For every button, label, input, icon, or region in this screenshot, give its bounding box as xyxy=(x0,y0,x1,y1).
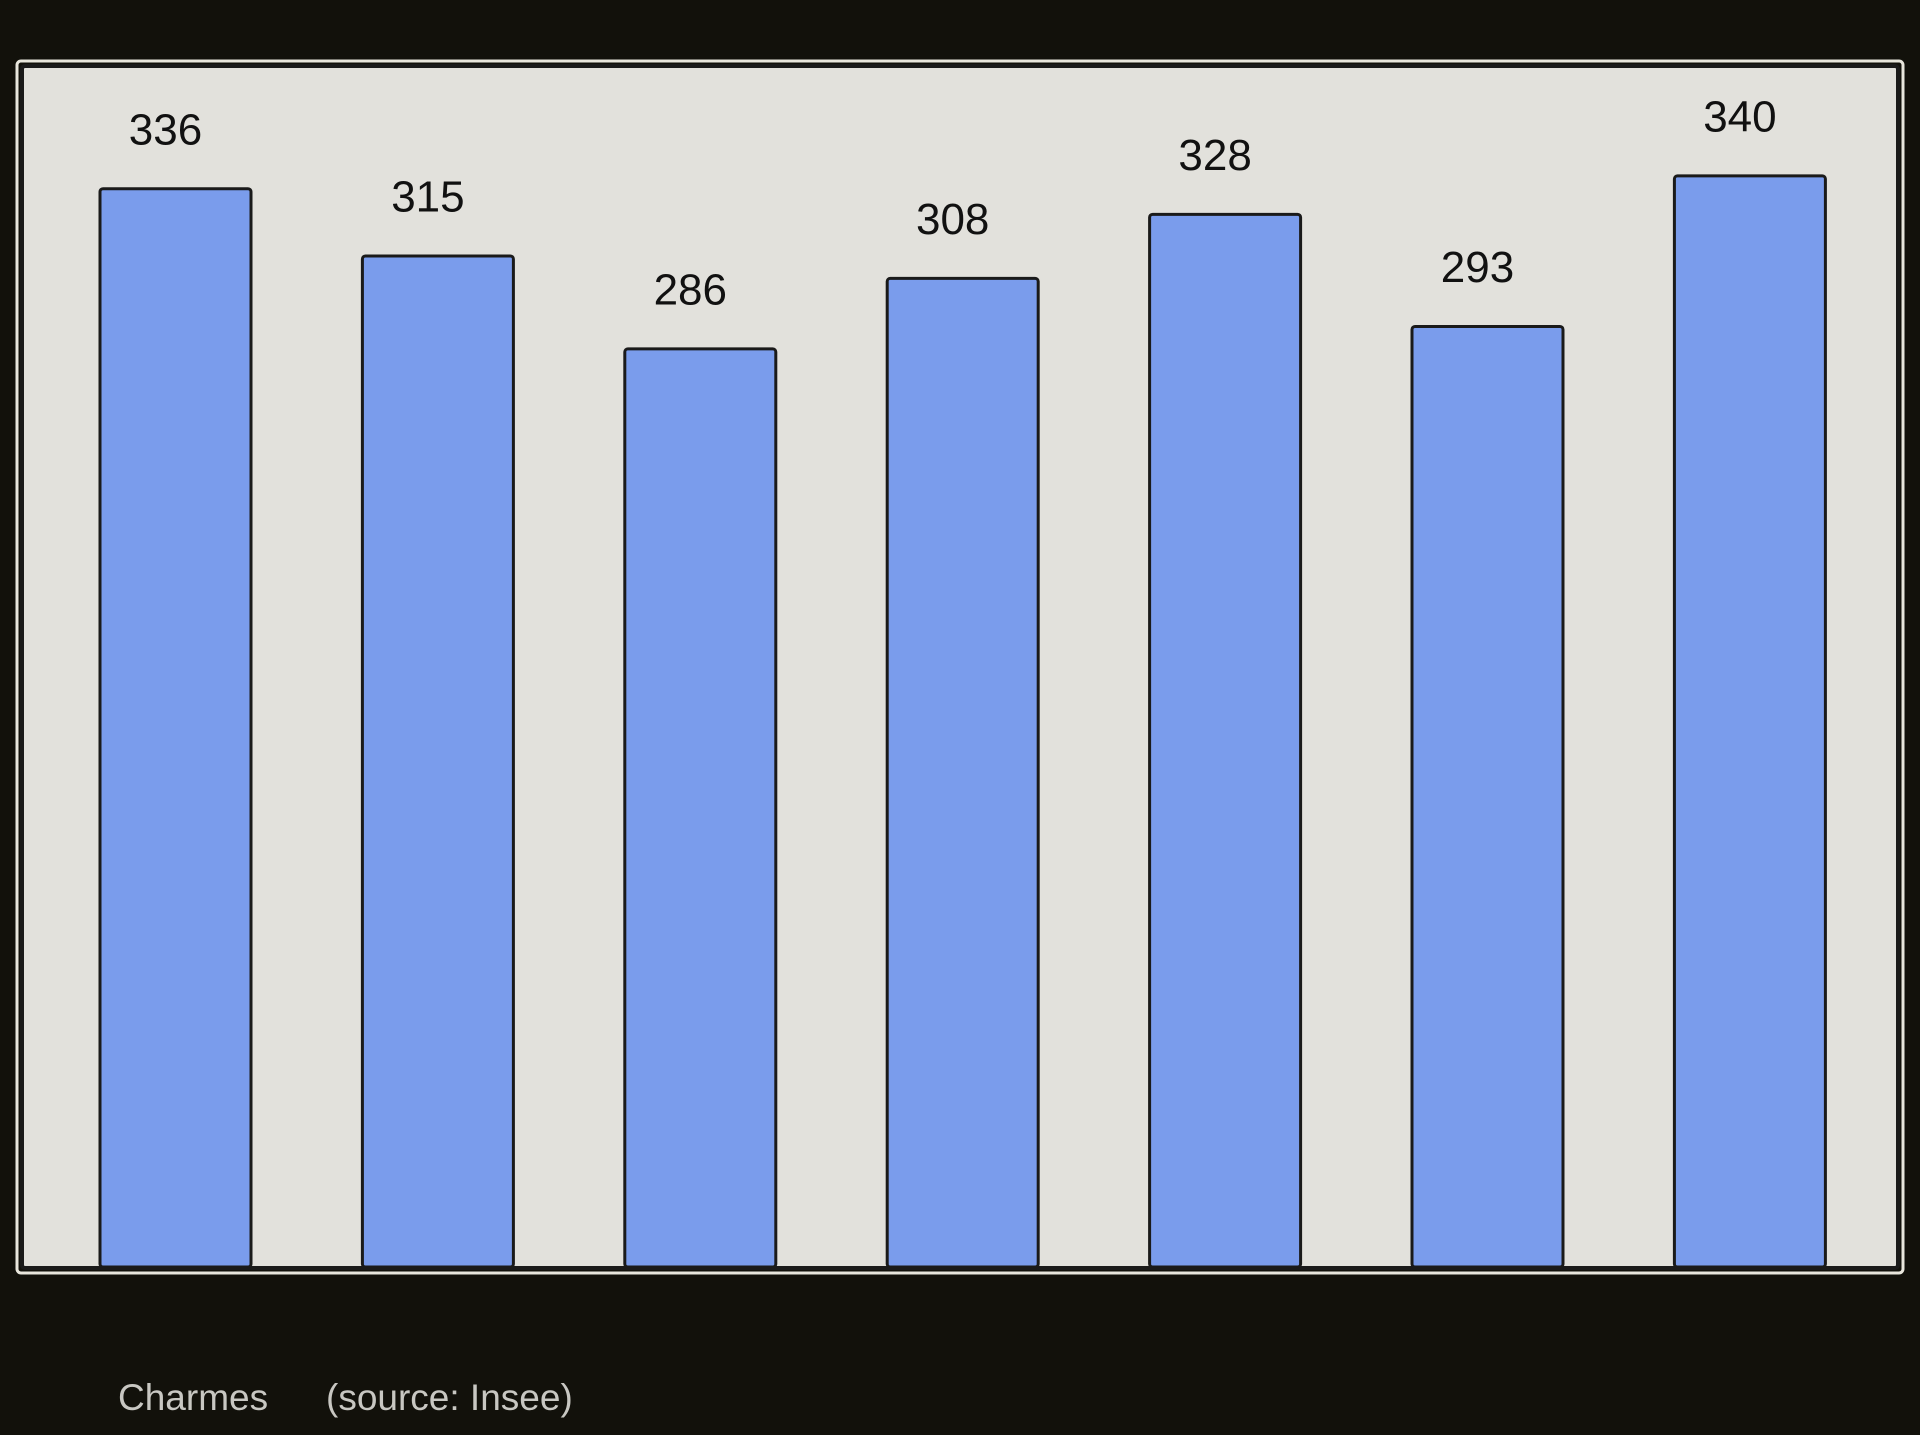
bar xyxy=(623,347,778,1269)
value-label: 340 xyxy=(1703,93,1776,142)
panel-outline xyxy=(15,59,1905,1275)
chart-title: Charmes xyxy=(118,1377,268,1418)
bar xyxy=(98,187,253,1269)
bar xyxy=(360,254,515,1269)
bar xyxy=(1148,212,1303,1269)
source-note: (source: Insee) xyxy=(326,1377,573,1418)
value-label: 315 xyxy=(391,173,464,222)
value-label: 308 xyxy=(916,195,989,244)
value-label: 286 xyxy=(654,266,727,315)
value-label: 328 xyxy=(1178,131,1251,180)
bar xyxy=(1672,174,1827,1269)
value-label: 293 xyxy=(1441,243,1514,292)
bar xyxy=(885,276,1040,1269)
bar xyxy=(1410,324,1565,1269)
value-label: 336 xyxy=(129,105,202,154)
